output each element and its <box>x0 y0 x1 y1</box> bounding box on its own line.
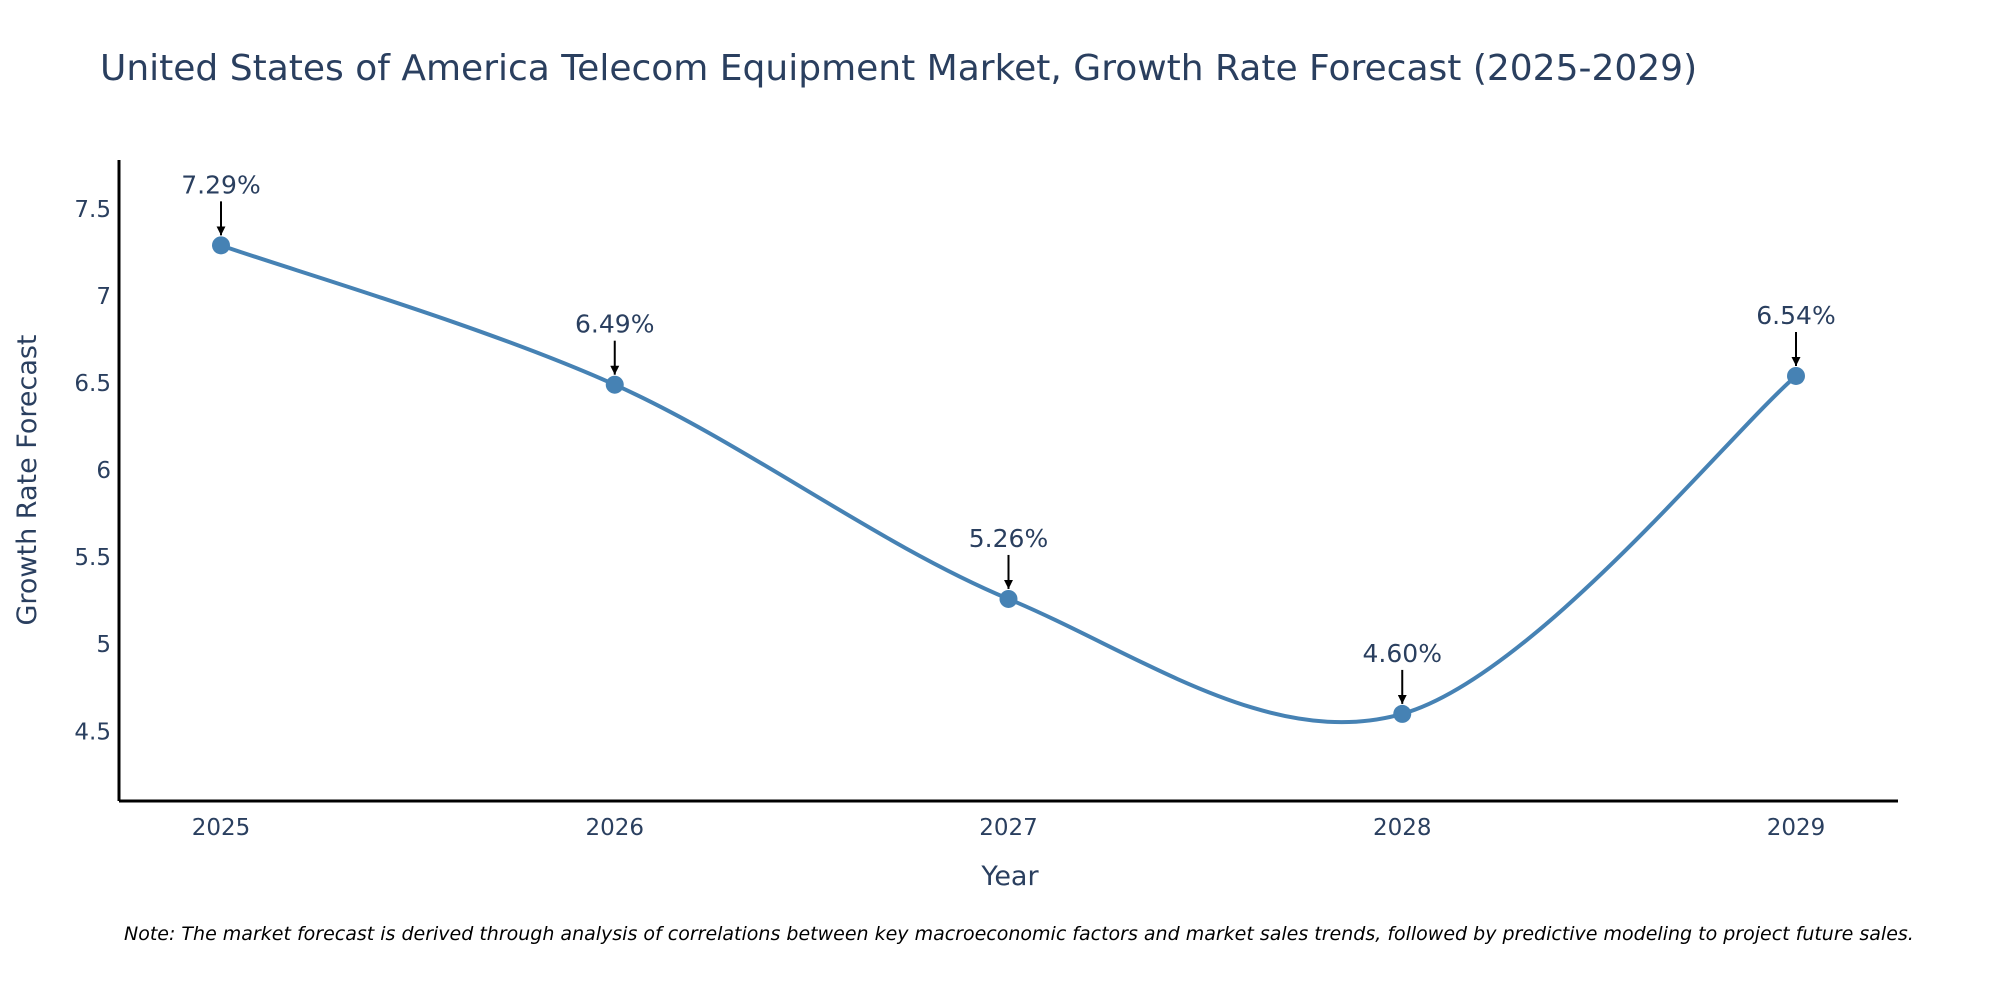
y-tick-label: 4.5 <box>74 719 111 745</box>
data-labels: 7.29% 6.49% 5.26% 4.60% 6.54% <box>181 170 1836 704</box>
data-label: 6.54% <box>1756 301 1835 330</box>
data-points <box>212 236 1805 723</box>
data-label: 6.49% <box>575 310 654 339</box>
data-point <box>212 236 230 255</box>
y-axis-ticks: 4.5 5 5.5 6 6.5 7 7.5 <box>74 197 111 746</box>
chart-title: United States of America Telecom Equipme… <box>100 48 1697 89</box>
footnote: Note: The market forecast is derived thr… <box>124 923 1914 945</box>
series-line <box>219 243 1798 725</box>
data-label: 4.60% <box>1363 639 1442 668</box>
x-tick-label: 2027 <box>979 815 1038 841</box>
x-tick-label: 2025 <box>192 815 251 841</box>
data-point <box>1787 366 1805 385</box>
x-tick-label: 2028 <box>1373 815 1432 841</box>
y-tick-label: 7 <box>96 284 111 310</box>
y-tick-label: 5.5 <box>74 545 111 571</box>
data-point <box>999 589 1018 608</box>
y-tick-label: 6 <box>96 458 111 484</box>
x-tick-label: 2029 <box>1767 815 1826 841</box>
y-axis-title: Growth Rate Forecast <box>12 334 43 625</box>
x-axis-title: Year <box>980 861 1039 892</box>
y-tick-label: 5 <box>96 632 111 658</box>
x-tick-label: 2026 <box>585 815 644 841</box>
axes <box>117 160 1898 803</box>
x-axis-ticks: 2025 2026 2027 2028 2029 <box>192 815 1826 841</box>
data-label: 7.29% <box>181 170 260 199</box>
data-point <box>1393 704 1412 723</box>
y-tick-label: 6.5 <box>74 371 111 397</box>
y-tick-label: 7.5 <box>74 197 111 223</box>
series-line-group <box>219 243 1798 725</box>
data-label: 5.26% <box>969 524 1048 553</box>
data-point <box>605 375 624 394</box>
